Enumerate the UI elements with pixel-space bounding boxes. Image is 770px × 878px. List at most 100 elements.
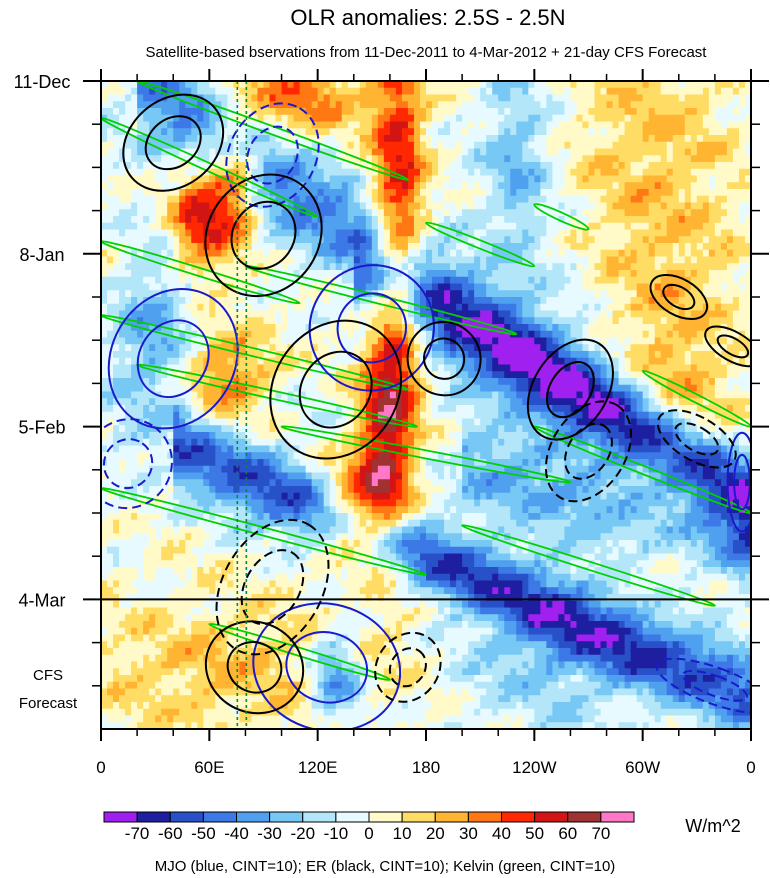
heatmap-cell xyxy=(444,195,451,204)
heatmap-cell xyxy=(209,222,216,231)
heatmap-cell xyxy=(113,229,120,237)
heatmap-cell xyxy=(738,162,746,170)
heatmap-cell xyxy=(221,162,228,170)
heatmap-cell xyxy=(582,87,590,96)
heatmap-cell xyxy=(299,297,307,305)
heatmap-cell xyxy=(293,243,301,251)
heatmap-cell xyxy=(504,209,511,217)
heatmap-cell xyxy=(474,209,481,217)
heatmap-cell xyxy=(209,87,216,96)
heatmap-cell xyxy=(738,256,746,264)
heatmap-cell xyxy=(311,243,319,251)
heatmap-cell xyxy=(696,202,704,210)
heatmap-cell xyxy=(257,175,265,183)
heatmap-cell xyxy=(419,317,427,325)
heatmap-cell xyxy=(287,108,295,116)
heatmap-cell xyxy=(311,337,319,345)
heatmap-cell xyxy=(263,87,271,96)
heatmap-cell xyxy=(275,141,283,150)
heatmap-cell xyxy=(672,236,680,244)
heatmap-cell xyxy=(371,81,379,89)
heatmap-cell xyxy=(438,378,445,386)
heatmap-cell xyxy=(468,270,475,278)
heatmap-cell xyxy=(432,182,439,190)
heatmap-cell xyxy=(389,263,397,271)
heatmap-cell xyxy=(588,236,596,244)
heatmap-cell xyxy=(540,270,547,278)
heatmap-cell xyxy=(696,297,704,305)
heatmap-cell xyxy=(215,290,222,298)
heatmap-cell xyxy=(540,108,547,116)
heatmap-cell xyxy=(317,121,325,129)
heatmap-cell xyxy=(744,141,751,150)
heatmap-cell xyxy=(450,182,457,190)
heatmap-cell xyxy=(534,351,541,359)
heatmap-cell xyxy=(275,357,283,366)
heatmap-cell xyxy=(528,94,535,102)
heatmap-cell xyxy=(744,101,751,109)
heatmap-cell xyxy=(450,371,457,379)
heatmap-cell xyxy=(486,182,493,190)
heatmap-cell xyxy=(618,168,626,177)
heatmap-cell xyxy=(125,108,132,116)
heatmap-cell xyxy=(732,195,740,204)
heatmap-cell xyxy=(197,351,204,359)
heatmap-cell xyxy=(498,81,505,89)
heatmap-cell xyxy=(468,222,475,231)
heatmap-cell xyxy=(552,209,560,217)
heatmap-cell xyxy=(474,128,481,136)
heatmap-cell xyxy=(299,303,307,312)
heatmap-cell xyxy=(636,249,644,258)
heatmap-cell xyxy=(588,162,596,170)
heatmap-cell xyxy=(468,108,475,116)
heatmap-cell xyxy=(305,249,313,258)
heatmap-cell xyxy=(660,236,668,244)
heatmap-cell xyxy=(624,283,632,291)
heatmap-cell xyxy=(672,87,680,96)
heatmap-cell xyxy=(155,378,162,386)
heatmap-cell xyxy=(419,216,427,224)
heatmap-cell xyxy=(516,182,523,190)
heatmap-cell xyxy=(468,81,475,89)
heatmap-cell xyxy=(383,243,391,251)
heatmap-cell xyxy=(714,162,722,170)
heatmap-cell xyxy=(407,303,415,312)
heatmap-cell xyxy=(528,330,535,339)
heatmap-cell xyxy=(365,303,373,312)
heatmap-cell xyxy=(702,324,710,332)
heatmap-cell xyxy=(137,114,144,123)
heatmap-cell xyxy=(413,263,421,271)
heatmap-cell xyxy=(606,384,614,393)
heatmap-cell xyxy=(666,317,674,325)
heatmap-cell xyxy=(347,270,355,278)
heatmap-cell xyxy=(167,189,174,197)
heatmap-cell xyxy=(720,344,728,352)
heatmap-cell xyxy=(492,182,499,190)
heatmap-cell xyxy=(197,114,204,123)
heatmap-cell xyxy=(185,141,192,150)
heatmap-cell xyxy=(299,357,307,366)
heatmap-cell xyxy=(329,310,337,318)
heatmap-cell xyxy=(702,128,710,136)
heatmap-cell xyxy=(173,303,180,312)
heatmap-cell xyxy=(335,371,343,379)
heatmap-cell xyxy=(365,324,373,332)
heatmap-cell xyxy=(131,371,138,379)
heatmap-cell xyxy=(600,222,608,231)
heatmap-cell xyxy=(666,222,674,231)
heatmap-cell xyxy=(732,81,740,89)
heatmap-cell xyxy=(672,371,680,379)
heatmap-cell xyxy=(311,249,319,258)
heatmap-cell xyxy=(101,155,108,163)
heatmap-cell xyxy=(209,236,216,244)
heatmap-cell xyxy=(113,297,120,305)
heatmap-cell xyxy=(167,324,174,332)
heatmap-cell xyxy=(197,324,204,332)
heatmap-cell xyxy=(299,128,307,136)
heatmap-cell xyxy=(702,108,710,116)
heatmap-cell xyxy=(516,81,523,89)
heatmap-cell xyxy=(654,202,662,210)
heatmap-cell xyxy=(209,330,216,339)
heatmap-cell xyxy=(612,182,620,190)
heatmap-cell xyxy=(576,317,584,325)
